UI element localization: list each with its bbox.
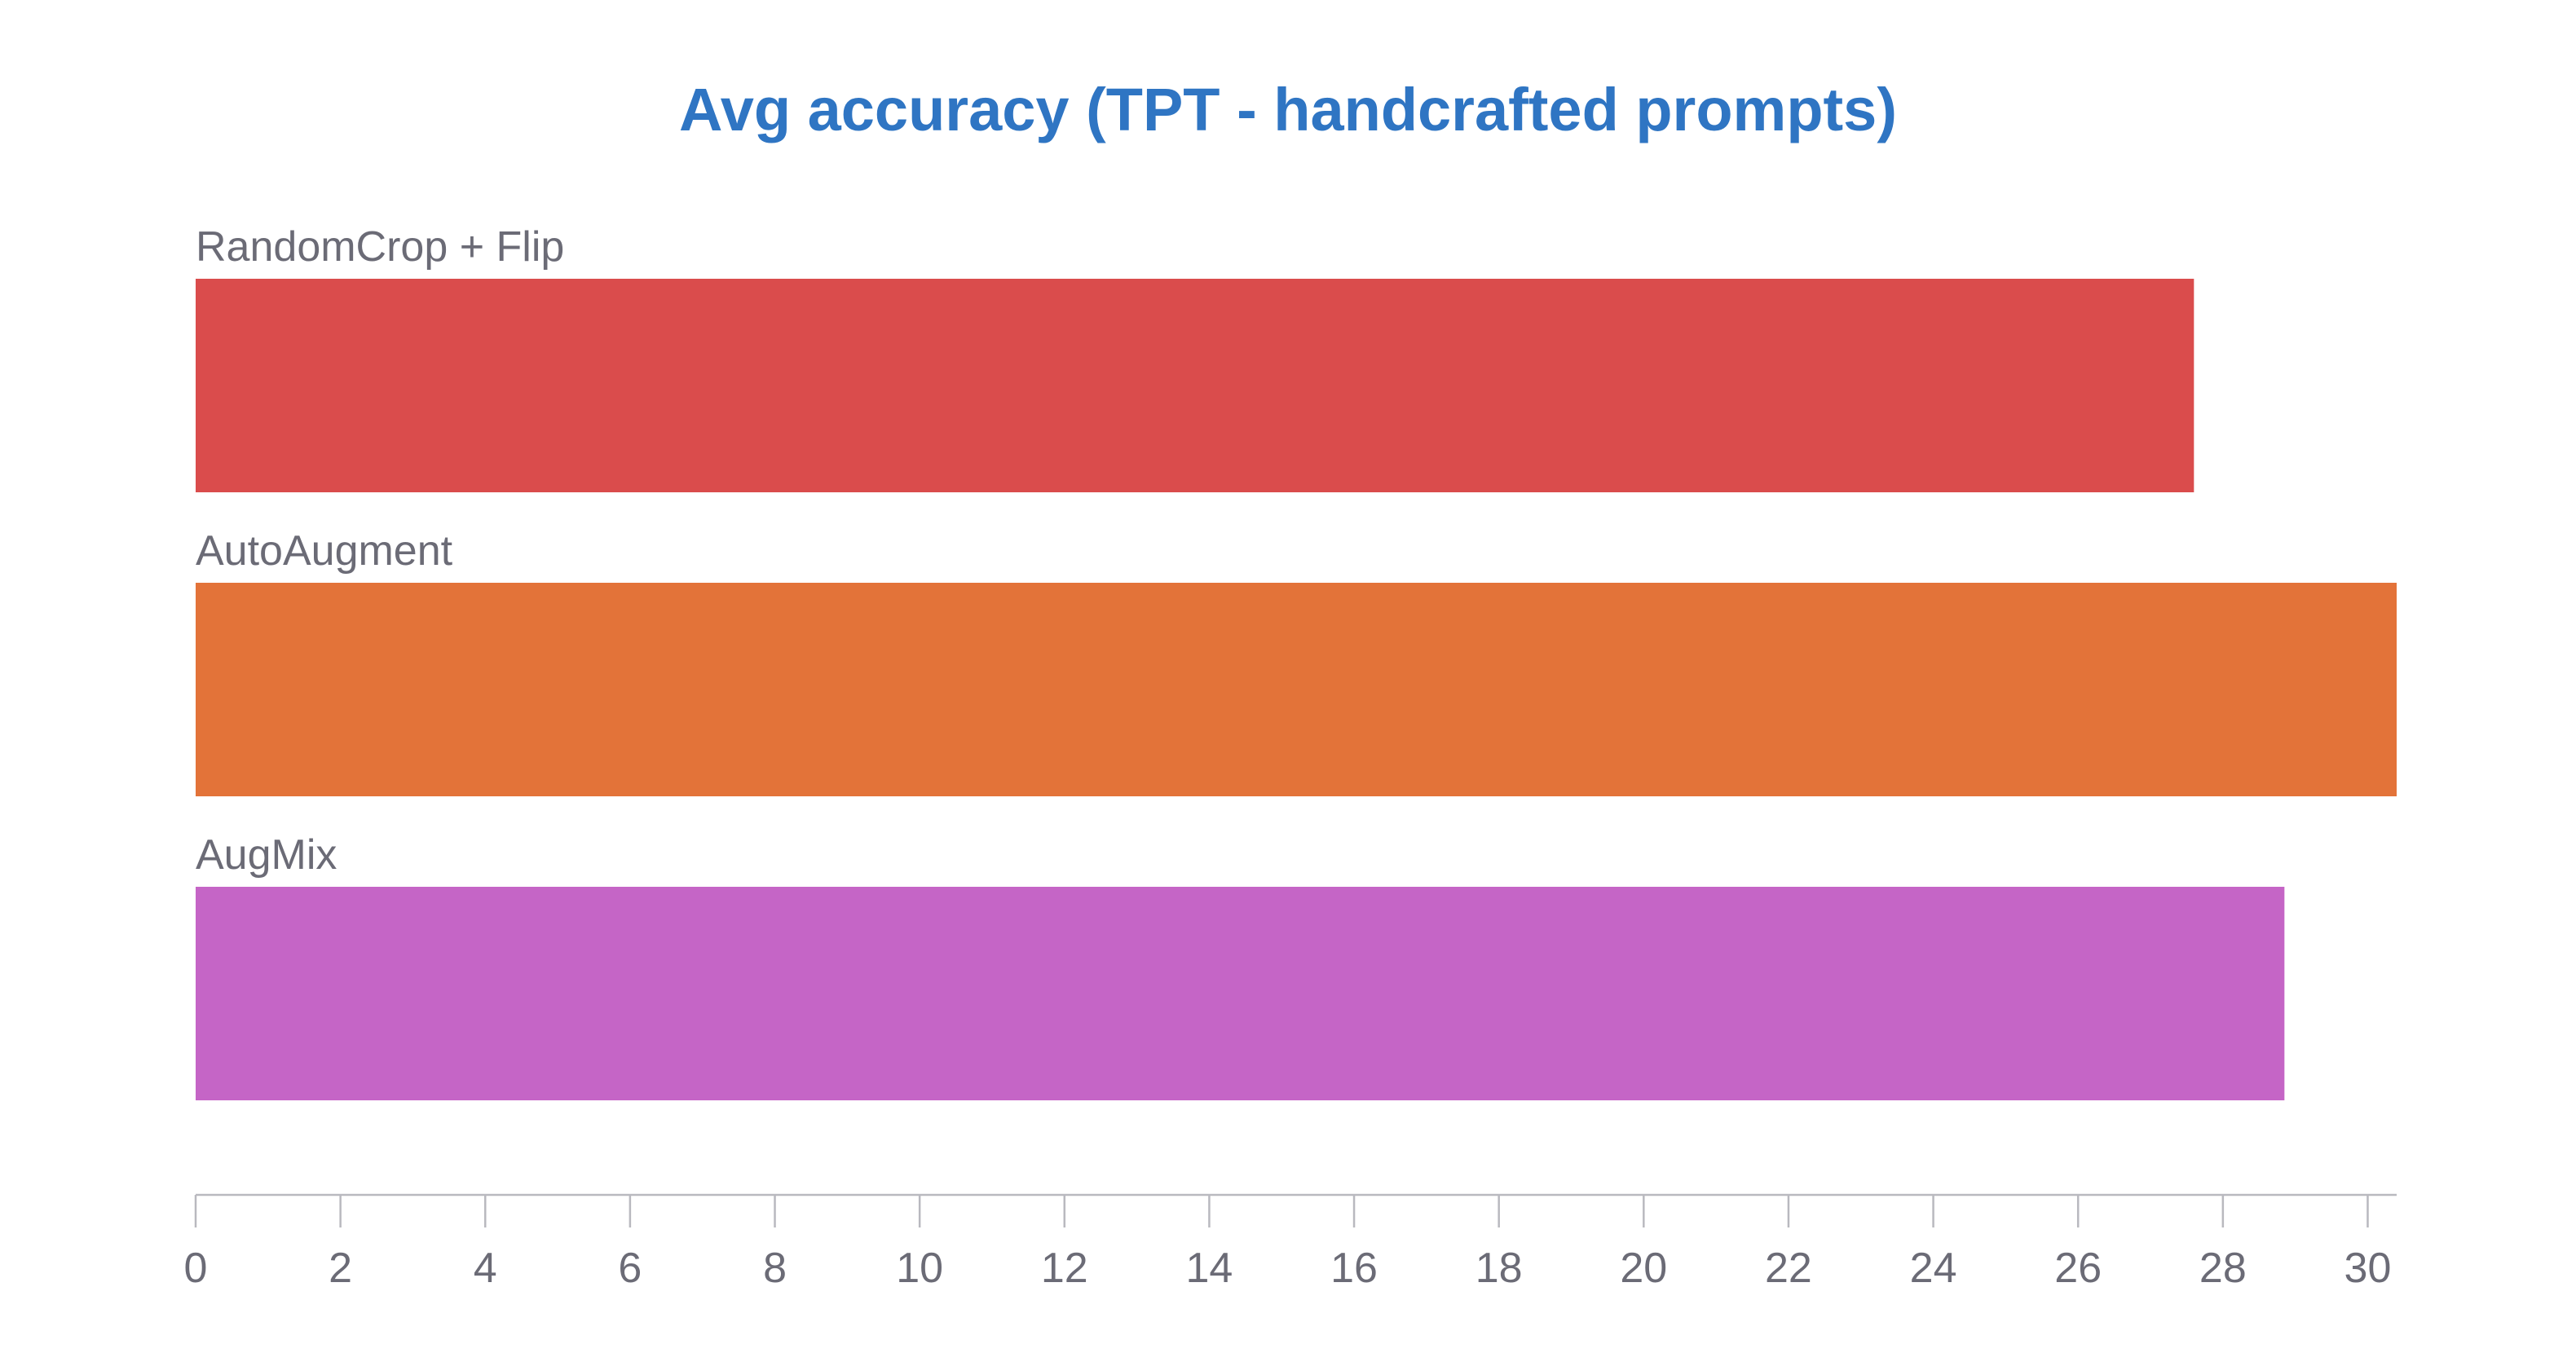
chart-title: Avg accuracy (TPT - handcrafted prompts) — [679, 76, 1897, 143]
category-label-randomcrop-flip: RandomCrop + Flip — [196, 223, 564, 271]
x-tick-label: 20 — [1620, 1245, 1667, 1292]
x-tick-label: 6 — [618, 1245, 642, 1292]
x-tick-label: 28 — [2199, 1245, 2247, 1292]
x-tick-label: 12 — [1041, 1245, 1088, 1292]
category-label-augmix: AugMix — [196, 831, 337, 879]
x-tick-label: 18 — [1475, 1245, 1523, 1292]
x-tick-label: 0 — [184, 1245, 208, 1292]
x-tick-label: 2 — [329, 1245, 352, 1292]
category-label-autoaugment: AutoAugment — [196, 527, 453, 575]
bar-autoaugment[interactable] — [196, 583, 2397, 796]
x-tick-label: 16 — [1330, 1245, 1378, 1292]
x-tick-label: 4 — [474, 1245, 497, 1292]
x-tick-label: 10 — [896, 1245, 943, 1292]
x-axis: 0 2 4 6 8 10 12 14 16 18 20 22 24 26 28 30 — [184, 1193, 2397, 1292]
x-tick-label: 22 — [1765, 1245, 1812, 1292]
bar-augmix[interactable] — [196, 887, 2285, 1100]
x-tick-label: 26 — [2054, 1245, 2102, 1292]
bars-layer: RandomCrop + Flip AutoAugment AugMix — [196, 223, 2397, 1100]
x-tick-label: 14 — [1185, 1245, 1233, 1292]
x-tick-label: 30 — [2344, 1245, 2392, 1292]
x-tick-label: 8 — [763, 1245, 787, 1292]
bar-randomcrop-flip[interactable] — [196, 279, 2194, 492]
x-tick-label: 24 — [1910, 1245, 1957, 1292]
